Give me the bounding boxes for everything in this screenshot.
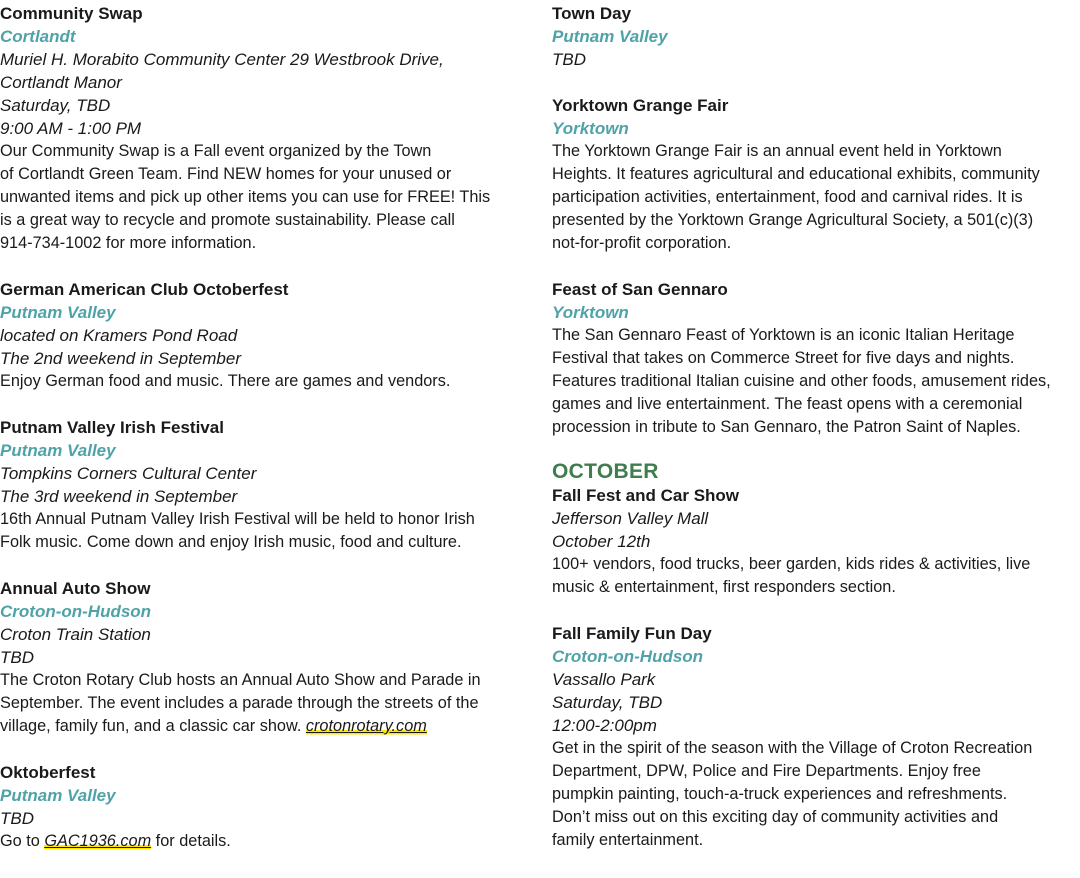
- event-title: Oktoberfest: [0, 763, 96, 782]
- event-title: Annual Auto Show: [0, 579, 151, 598]
- event-title: Community Swap: [0, 4, 143, 23]
- event-date: TBD: [552, 50, 586, 69]
- event-town: Putnam Valley: [0, 786, 116, 805]
- event-fall-family-fun-day: Fall Family Fun Day Croton-on-Hudson Vas…: [552, 622, 1080, 852]
- event-date: The 2nd weekend in September: [0, 349, 241, 368]
- section-heading-october: OCTOBER: [552, 460, 659, 483]
- event-location: located on Kramers Pond Road: [0, 326, 238, 345]
- left-column: Community Swap Cortlandt Muriel H. Morab…: [0, 2, 536, 876]
- event-location: Vassallo Park: [552, 670, 656, 689]
- event-title: Yorktown Grange Fair: [552, 96, 729, 115]
- event-town: Yorktown: [552, 303, 629, 322]
- event-location: Jefferson Valley Mall: [552, 509, 709, 528]
- event-date: Saturday, TBD: [0, 96, 111, 115]
- event-san-gennaro: Feast of San Gennaro Yorktown The San Ge…: [552, 278, 1080, 439]
- event-community-swap: Community Swap Cortlandt Muriel H. Morab…: [0, 2, 536, 255]
- event-grange-fair: Yorktown Grange Fair Yorktown The Yorkto…: [552, 94, 1080, 255]
- event-description: The Yorktown Grange Fair is an annual ev…: [552, 142, 1040, 252]
- event-title: Putnam Valley Irish Festival: [0, 418, 224, 437]
- event-title: Fall Fest and Car Show: [552, 486, 740, 505]
- event-town: Yorktown: [552, 119, 629, 138]
- event-oktoberfest: Oktoberfest Putnam Valley TBD Go to GAC1…: [0, 761, 536, 853]
- right-column: Town Day Putnam Valley TBD Yorktown Gran…: [552, 2, 1080, 875]
- event-town: Putnam Valley: [552, 27, 668, 46]
- event-description: 16th Annual Putnam Valley Irish Festival…: [0, 510, 475, 551]
- event-town: Putnam Valley: [0, 303, 116, 322]
- event-date: The 3rd weekend in September: [0, 487, 238, 506]
- event-town: Croton-on-Hudson: [552, 647, 704, 666]
- crotonrotary-link[interactable]: crotonrotary.com: [305, 717, 427, 735]
- event-irish-festival: Putnam Valley Irish Festival Putnam Vall…: [0, 416, 536, 554]
- event-title: Fall Family Fun Day: [552, 624, 712, 643]
- event-german-octoberfest: German American Club Octoberfest Putnam …: [0, 278, 536, 393]
- event-town-day: Town Day Putnam Valley TBD: [552, 2, 1080, 71]
- event-town: Croton-on-Hudson: [0, 602, 152, 621]
- event-date: TBD: [0, 809, 34, 828]
- event-date: Saturday, TBD: [552, 693, 663, 712]
- event-time: 9:00 AM - 1:00 PM: [0, 119, 142, 138]
- event-description: 100+ vendors, food trucks, beer garden, …: [552, 555, 1031, 596]
- event-auto-show: Annual Auto Show Croton-on-Hudson Croton…: [0, 577, 536, 738]
- event-date: TBD: [0, 648, 34, 667]
- event-description: Go to GAC1936.com for details.: [0, 832, 231, 850]
- event-location: Tompkins Corners Cultural Center: [0, 464, 257, 483]
- event-town: Putnam Valley: [0, 441, 116, 460]
- event-fall-fest: Fall Fest and Car Show Jefferson Valley …: [552, 484, 1080, 599]
- event-location: Croton Train Station: [0, 625, 151, 644]
- event-title: German American Club Octoberfest: [0, 280, 289, 299]
- event-description: Enjoy German food and music. There are g…: [0, 372, 451, 390]
- event-location: Muriel H. Morabito Community Center 29 W…: [0, 50, 444, 69]
- event-description: Get in the spirit of the season with the…: [552, 739, 1033, 849]
- event-location: Cortlandt Manor: [0, 73, 122, 92]
- event-description: The San Gennaro Feast of Yorktown is an …: [552, 326, 1051, 436]
- event-description: The Croton Rotary Club hosts an Annual A…: [0, 671, 481, 735]
- event-description: Our Community Swap is a Fall event organ…: [0, 142, 491, 252]
- event-title: Town Day: [552, 4, 632, 23]
- event-town: Cortlandt: [0, 27, 76, 46]
- event-date: October 12th: [552, 532, 651, 551]
- event-time: 12:00-2:00pm: [552, 716, 657, 735]
- event-title: Feast of San Gennaro: [552, 280, 728, 299]
- gac1936-link[interactable]: GAC1936.com: [44, 832, 152, 850]
